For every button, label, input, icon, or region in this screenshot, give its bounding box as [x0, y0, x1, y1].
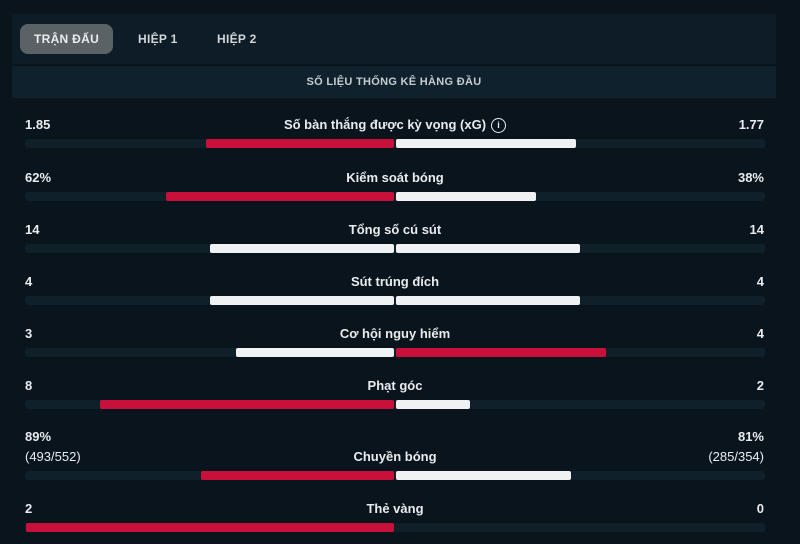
stat-label-text: Cơ hội nguy hiểm: [339, 326, 451, 341]
stat-label: Cơ hội nguy hiểm: [0, 326, 790, 342]
left-value: 14: [25, 222, 40, 237]
right-bar: [396, 400, 470, 409]
right-value: 14: [749, 222, 764, 237]
left-bar: [201, 471, 394, 480]
right-bar: [396, 139, 576, 148]
stat-label: Thẻ vàng: [0, 501, 790, 517]
tab-first-half[interactable]: HIỆP 1: [138, 32, 178, 46]
section-title: SỐ LIỆU THỐNG KÊ HÀNG ĐẦU: [12, 66, 776, 98]
stat-bar-track: [25, 192, 765, 201]
stat-bar-track: [25, 400, 765, 409]
stat-label: Tổng số cú sút: [0, 222, 790, 238]
info-icon[interactable]: i: [491, 118, 507, 134]
period-tabs: TRẬN ĐẤU HIỆP 1 HIỆP 2: [12, 14, 776, 64]
stat-label-text: Phạt góc: [367, 378, 423, 393]
stat-bar-track: [25, 244, 765, 253]
stat-label: Phạt góc: [0, 378, 790, 394]
right-value: 0: [756, 501, 764, 516]
stat-label: Kiểm soát bóng: [0, 170, 790, 186]
stat-label-text: Số bàn thắng được kỳ vọng (xG): [283, 117, 487, 132]
stat-bar-track: [25, 471, 765, 480]
right-value: 38%: [737, 170, 764, 185]
left-bar: [236, 348, 394, 357]
stat-label: Sút trúng đích: [0, 274, 790, 290]
stat-bar-track: [25, 296, 765, 305]
right-value: 81%: [737, 429, 764, 444]
left-value: 2: [25, 501, 33, 516]
right-value: 4: [756, 326, 764, 341]
right-bar: [396, 296, 580, 305]
left-value: 1.85: [25, 117, 51, 132]
left-bar: [210, 296, 394, 305]
left-value: 3: [25, 326, 33, 341]
left-bar: [166, 192, 394, 201]
left-value: 4: [25, 274, 33, 289]
left-subvalue: (493/552): [25, 449, 81, 464]
left-bar: [206, 139, 394, 148]
right-subvalue: (285/354): [708, 449, 764, 464]
stat-label-text: Sút trúng đích: [350, 274, 440, 289]
left-value: 89%: [25, 429, 52, 444]
left-value: 62%: [25, 170, 52, 185]
tab-match[interactable]: TRẬN ĐẤU: [20, 24, 114, 54]
right-bar: [396, 244, 580, 253]
right-bar: [396, 348, 606, 357]
stat-label: Số bàn thắng được kỳ vọng (xG) i: [0, 117, 790, 134]
stat-label-text: Tổng số cú sút: [348, 222, 442, 237]
stat-bar-track: [25, 139, 765, 148]
stat-bar-track: [25, 523, 765, 532]
stat-label-text: Thẻ vàng: [366, 501, 424, 516]
right-value: 2: [756, 378, 764, 393]
right-value: 4: [756, 274, 764, 289]
stat-bar-track: [25, 348, 765, 357]
left-bar: [100, 400, 394, 409]
right-bar: [396, 471, 571, 480]
stat-label: Chuyền bóng: [0, 449, 790, 465]
stat-label-text: Kiểm soát bóng: [346, 170, 444, 185]
right-value: 1.77: [738, 117, 764, 132]
right-bar: [396, 192, 536, 201]
stat-label-text: Chuyền bóng: [353, 449, 437, 464]
left-bar: [210, 244, 394, 253]
left-value: 8: [25, 378, 33, 393]
left-bar: [26, 523, 394, 532]
tab-second-half[interactable]: HIỆP 2: [217, 32, 257, 46]
